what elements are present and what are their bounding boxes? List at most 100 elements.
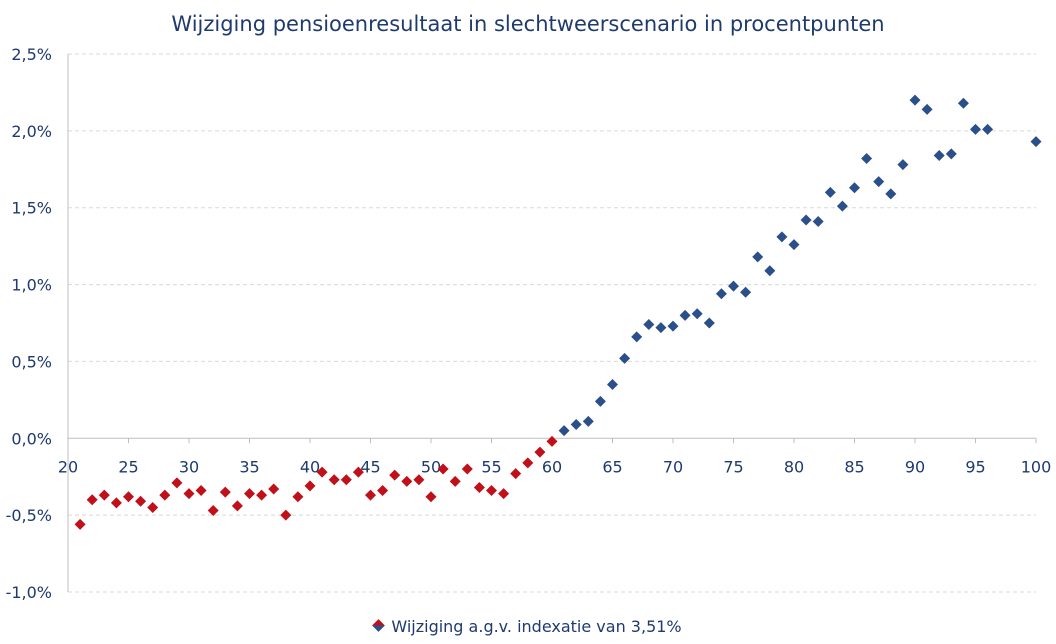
data-point bbox=[970, 123, 981, 135]
data-point bbox=[945, 148, 957, 160]
data-point bbox=[655, 322, 667, 334]
data-point bbox=[849, 182, 860, 194]
data-points bbox=[74, 94, 1042, 530]
data-point bbox=[679, 309, 691, 321]
data-point bbox=[824, 186, 836, 198]
data-point bbox=[98, 489, 110, 501]
x-tick-label: 95 bbox=[965, 457, 985, 476]
data-point bbox=[643, 319, 655, 331]
data-point bbox=[110, 497, 122, 509]
data-point bbox=[836, 200, 848, 212]
data-point bbox=[292, 491, 304, 503]
data-point bbox=[486, 485, 497, 497]
data-point bbox=[558, 425, 570, 437]
data-point bbox=[473, 481, 485, 493]
y-tick-label: 1,0% bbox=[11, 276, 52, 295]
data-point bbox=[183, 488, 195, 500]
data-point bbox=[897, 159, 909, 171]
y-tick-label: 2,5% bbox=[11, 45, 52, 64]
data-point bbox=[328, 474, 340, 486]
x-tick-label: 25 bbox=[118, 457, 138, 476]
data-point bbox=[256, 489, 268, 501]
chart-title: Wijziging pensioenresultaat in slechtwee… bbox=[171, 12, 885, 36]
data-point bbox=[365, 489, 376, 501]
data-point bbox=[873, 176, 885, 188]
data-point bbox=[498, 488, 510, 500]
data-point bbox=[812, 216, 824, 228]
data-point bbox=[304, 480, 316, 492]
data-point bbox=[147, 501, 159, 513]
data-point bbox=[788, 239, 800, 251]
data-point bbox=[728, 280, 739, 292]
data-point bbox=[437, 463, 449, 475]
data-point bbox=[921, 103, 933, 115]
data-point bbox=[401, 475, 413, 487]
data-point bbox=[195, 485, 207, 497]
data-point bbox=[171, 477, 183, 489]
data-point bbox=[159, 489, 171, 501]
y-tick-label: -0,5% bbox=[6, 506, 52, 525]
x-tick-label: 20 bbox=[58, 457, 78, 476]
data-point bbox=[340, 474, 352, 486]
data-point bbox=[316, 466, 328, 478]
x-tick-label: 60 bbox=[542, 457, 562, 476]
x-tick-label: 45 bbox=[360, 457, 380, 476]
data-point bbox=[280, 509, 292, 521]
legend-marker-icon bbox=[372, 619, 386, 632]
data-point bbox=[740, 286, 752, 298]
legend: Wijziging a.g.v. indexatie van 3,51% bbox=[0, 617, 1056, 636]
grid-lines bbox=[68, 53, 1036, 593]
x-tick-label: 55 bbox=[481, 457, 501, 476]
y-tick-labels: 2,5% 2,0% 1,5% 1,0% 0,5% 0,0% -0,5% -1,0% bbox=[6, 45, 52, 602]
x-tick-label: 50 bbox=[421, 457, 441, 476]
y-tick-label: -1,0% bbox=[6, 583, 52, 602]
data-point bbox=[268, 483, 280, 495]
data-point bbox=[885, 188, 897, 200]
data-point bbox=[546, 435, 558, 447]
x-tick-label: 90 bbox=[905, 457, 925, 476]
data-point bbox=[933, 149, 945, 161]
x-tick-label: 65 bbox=[602, 457, 622, 476]
data-point bbox=[219, 486, 231, 498]
data-point bbox=[594, 395, 606, 407]
data-point bbox=[86, 494, 98, 506]
data-point bbox=[461, 463, 473, 475]
data-point bbox=[715, 288, 727, 300]
data-point bbox=[800, 214, 812, 226]
data-point bbox=[982, 123, 994, 135]
data-point bbox=[703, 317, 715, 329]
x-tick-label: 40 bbox=[300, 457, 320, 476]
x-tick-label: 80 bbox=[784, 457, 804, 476]
data-point bbox=[522, 457, 534, 469]
data-point bbox=[582, 415, 594, 427]
data-point bbox=[607, 378, 618, 390]
data-point bbox=[425, 491, 437, 503]
x-tick-label: 85 bbox=[844, 457, 864, 476]
data-point bbox=[909, 94, 921, 106]
x-tick-label: 100 bbox=[1021, 457, 1052, 476]
data-point bbox=[957, 97, 969, 109]
data-point bbox=[352, 466, 364, 478]
data-point bbox=[691, 308, 703, 320]
data-point bbox=[413, 474, 425, 486]
data-point bbox=[135, 495, 147, 507]
x-tick-label: 70 bbox=[663, 457, 683, 476]
data-point bbox=[74, 518, 86, 530]
y-tick-label: 0,0% bbox=[11, 429, 52, 448]
legend-label: Wijziging a.g.v. indexatie van 3,51% bbox=[391, 617, 682, 636]
data-point bbox=[570, 418, 582, 430]
data-point bbox=[534, 446, 546, 458]
data-point bbox=[776, 231, 788, 243]
data-point bbox=[123, 491, 134, 503]
y-tick-label: 1,5% bbox=[11, 199, 52, 218]
data-point bbox=[752, 251, 764, 263]
data-point bbox=[510, 468, 522, 480]
data-point bbox=[764, 265, 776, 277]
x-tick-labels: 20 25 30 35 40 45 50 55 60 65 70 75 80 85 90 95 100 bbox=[58, 457, 1051, 476]
data-point bbox=[377, 485, 389, 497]
x-tick-label: 30 bbox=[179, 457, 199, 476]
y-tick-label: 0,5% bbox=[11, 352, 52, 371]
data-point bbox=[667, 320, 679, 332]
data-point bbox=[449, 475, 461, 487]
data-point bbox=[861, 153, 873, 165]
